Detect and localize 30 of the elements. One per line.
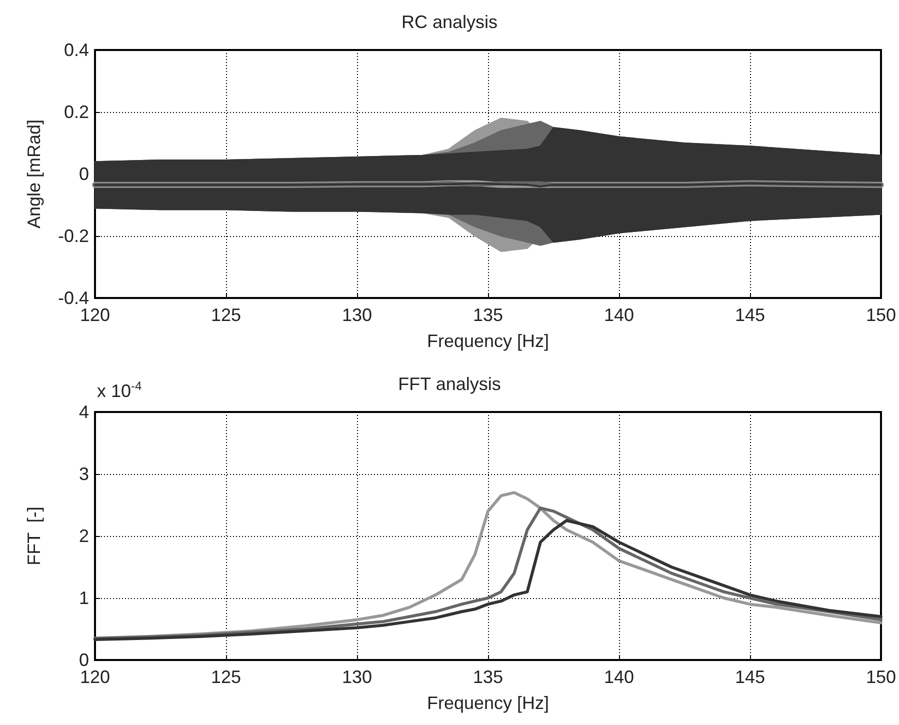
- x-tick-label: 135: [472, 305, 504, 325]
- y-tick-label: 4: [78, 402, 89, 422]
- x-tick-label: 135: [472, 667, 504, 687]
- x-tick-label: 140: [604, 667, 634, 687]
- x-tick-label: 130: [342, 305, 372, 325]
- x-tick-label: 145: [734, 667, 766, 687]
- y-tick-label: -0.4: [58, 288, 89, 308]
- y-tick-label: 0: [78, 164, 89, 184]
- y-tick-label: 0: [78, 650, 89, 670]
- x-tick-label: 120: [80, 667, 110, 687]
- x-axis-title: Frequency [Hz]: [426, 693, 550, 713]
- y-tick-label: 2: [78, 526, 89, 546]
- x-tick-label: 140: [604, 305, 634, 325]
- chart-title: RC analysis: [401, 12, 498, 32]
- y-tick-label: 0.2: [64, 102, 89, 122]
- y-tick-label: 0.4: [64, 40, 89, 60]
- x-tick-label: 150: [866, 667, 896, 687]
- x-tick-label: 120: [80, 305, 110, 325]
- x-tick-label: 150: [866, 305, 896, 325]
- chart-title: FFT analysis: [398, 374, 501, 394]
- x-tick-label: 130: [342, 667, 372, 687]
- y-tick-label: 1: [78, 588, 89, 608]
- y-tick-label: 3: [78, 464, 89, 484]
- y-axis-title: FFT [-]: [24, 506, 44, 566]
- y-tick-label: -0.2: [58, 226, 89, 246]
- y-axis-title: Angle [mRad]: [24, 119, 44, 229]
- x-axis-title: Frequency [Hz]: [426, 331, 550, 351]
- x-tick-label: 145: [734, 305, 766, 325]
- x-tick-label: 125: [210, 305, 242, 325]
- x-tick-label: 125: [210, 667, 242, 687]
